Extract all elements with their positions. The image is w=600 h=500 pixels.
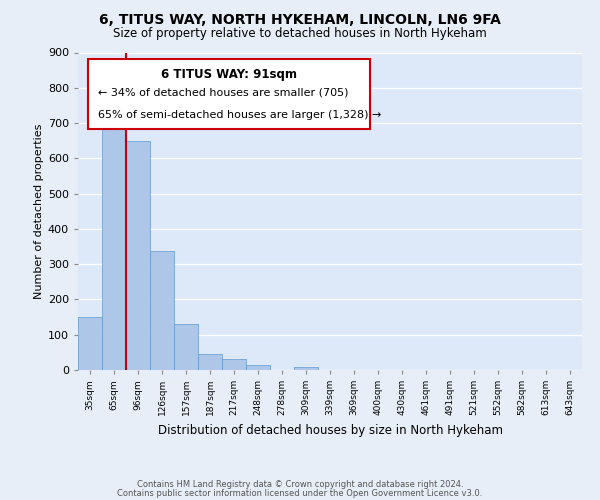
Text: Contains HM Land Registry data © Crown copyright and database right 2024.: Contains HM Land Registry data © Crown c…: [137, 480, 463, 489]
Text: Size of property relative to detached houses in North Hykeham: Size of property relative to detached ho…: [113, 28, 487, 40]
Text: ← 34% of detached houses are smaller (705): ← 34% of detached houses are smaller (70…: [98, 88, 349, 98]
FancyBboxPatch shape: [88, 59, 370, 128]
Y-axis label: Number of detached properties: Number of detached properties: [34, 124, 44, 299]
X-axis label: Distribution of detached houses by size in North Hykeham: Distribution of detached houses by size …: [157, 424, 503, 436]
Bar: [246, 366, 270, 370]
Bar: [102, 118, 126, 370]
Text: 6 TITUS WAY: 91sqm: 6 TITUS WAY: 91sqm: [161, 68, 297, 82]
Bar: [174, 324, 198, 370]
Bar: [150, 251, 174, 370]
Text: 6, TITUS WAY, NORTH HYKEHAM, LINCOLN, LN6 9FA: 6, TITUS WAY, NORTH HYKEHAM, LINCOLN, LN…: [99, 12, 501, 26]
Bar: [198, 354, 222, 370]
Bar: [78, 317, 102, 370]
Text: 65% of semi-detached houses are larger (1,328) →: 65% of semi-detached houses are larger (…: [98, 110, 382, 120]
Text: Contains public sector information licensed under the Open Government Licence v3: Contains public sector information licen…: [118, 488, 482, 498]
Bar: [222, 358, 246, 370]
Bar: [294, 367, 318, 370]
Bar: [126, 140, 150, 370]
